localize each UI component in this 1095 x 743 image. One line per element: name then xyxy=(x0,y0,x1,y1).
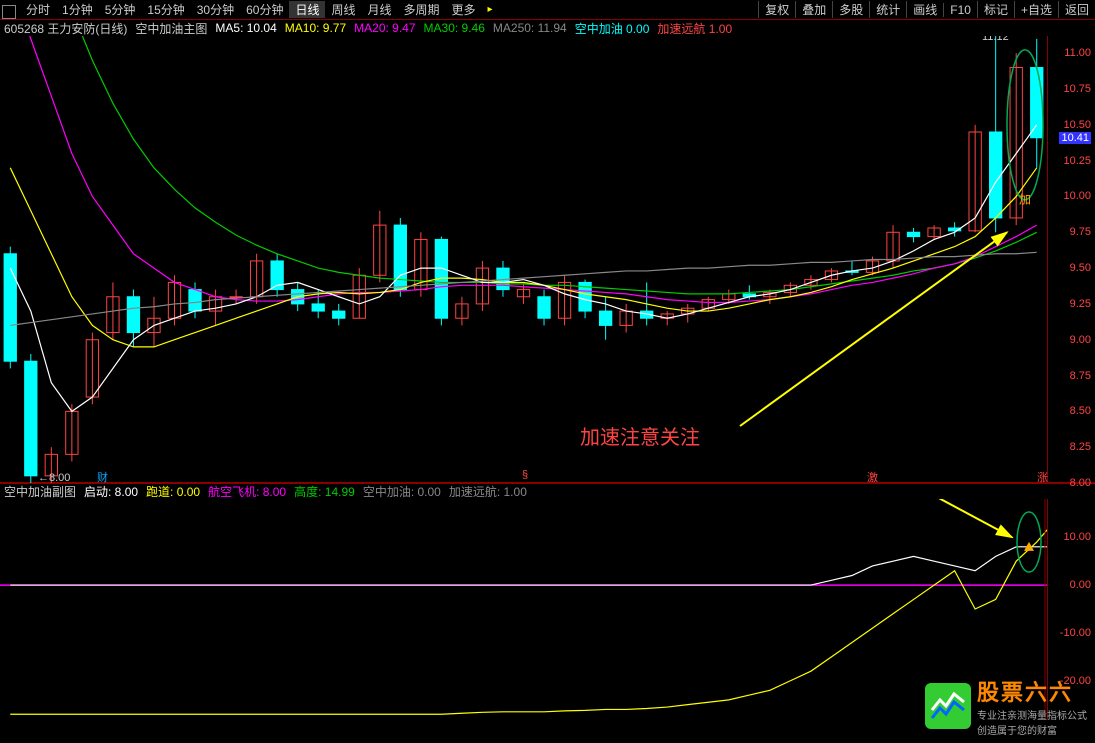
btn-返回[interactable]: 返回 xyxy=(1058,1,1095,18)
marker: 财 xyxy=(95,469,110,485)
marker: 涨 xyxy=(1035,469,1050,485)
sub-ytick: 10.00 xyxy=(1063,531,1091,543)
ytick: 9.75 xyxy=(1070,226,1091,238)
more-arrow-icon[interactable]: ▸ xyxy=(482,4,499,15)
sub-ytick: -10.00 xyxy=(1060,627,1091,639)
logo-area: 股票六六 专业注亲测海量指标公式 创造属于您的财富 xyxy=(925,675,1087,737)
ytick: 8.25 xyxy=(1070,441,1091,453)
btn-统计[interactable]: 统计 xyxy=(869,1,906,18)
tab-15分钟[interactable]: 15分钟 xyxy=(141,1,190,18)
tab-周线[interactable]: 周线 xyxy=(325,1,361,18)
logo-title: 股票六六 xyxy=(977,675,1087,707)
menu-icon[interactable] xyxy=(2,5,16,19)
time-toolbar: 分时1分钟5分钟15分钟30分钟60分钟日线周线月线多周期更多▸ 复权叠加多股统… xyxy=(0,0,1095,20)
btn-+自选[interactable]: +自选 xyxy=(1014,1,1058,18)
time-tabs: 分时1分钟5分钟15分钟30分钟60分钟日线周线月线多周期更多▸ xyxy=(0,0,499,19)
btn-F10[interactable]: F10 xyxy=(943,3,977,17)
tab-60分钟[interactable]: 60分钟 xyxy=(240,1,289,18)
btn-复权[interactable]: 复权 xyxy=(758,1,795,18)
tab-1分钟[interactable]: 1分钟 xyxy=(56,1,99,18)
ytick: 8.00 xyxy=(1070,477,1091,489)
current-price: 10.41 xyxy=(1059,132,1091,144)
ytick: 10.50 xyxy=(1063,119,1091,131)
toolbar-right: 复权叠加多股统计画线F10标记+自选返回 xyxy=(758,0,1095,19)
main-chart[interactable]: 加11.12←8.00 加速注意关注 8.008.258.508.759.009… xyxy=(0,36,1095,483)
marker: § xyxy=(520,469,530,481)
ytick: 10.25 xyxy=(1063,155,1091,167)
logo-sub2: 创造属于您的财富 xyxy=(977,722,1087,737)
sub-ytick: 0.00 xyxy=(1070,579,1091,591)
svg-text:加: 加 xyxy=(1019,193,1031,207)
btn-多股[interactable]: 多股 xyxy=(832,1,869,18)
btn-标记[interactable]: 标记 xyxy=(977,1,1014,18)
tab-更多[interactable]: 更多 xyxy=(446,1,482,18)
tab-30分钟[interactable]: 30分钟 xyxy=(191,1,240,18)
ytick: 10.00 xyxy=(1063,190,1091,202)
logo-sub1: 专业注亲测海量指标公式 xyxy=(977,707,1087,722)
tab-多周期[interactable]: 多周期 xyxy=(398,1,446,18)
ytick: 8.75 xyxy=(1070,370,1091,382)
svg-text:11.12: 11.12 xyxy=(982,36,1009,43)
btn-叠加[interactable]: 叠加 xyxy=(795,1,832,18)
marker: 激 xyxy=(865,469,880,485)
tab-5分钟[interactable]: 5分钟 xyxy=(99,1,142,18)
logo-text: 股票六六 专业注亲测海量指标公式 创造属于您的财富 xyxy=(977,675,1087,737)
tab-分时[interactable]: 分时 xyxy=(20,1,56,18)
ytick: 9.25 xyxy=(1070,298,1091,310)
sub-info-bar: 空中加油副图启动: 8.00跑道: 0.00航空飞机: 8.00高度: 14.9… xyxy=(0,483,1095,499)
main-info-bar: 605268 王力安防(日线)空中加油主图MA5: 10.04MA10: 9.7… xyxy=(0,20,1095,36)
ytick: 9.50 xyxy=(1070,262,1091,274)
ytick: 11.00 xyxy=(1064,47,1091,59)
tab-日线[interactable]: 日线 xyxy=(289,1,325,18)
svg-text:←8.00: ←8.00 xyxy=(38,472,70,483)
ytick: 8.50 xyxy=(1070,405,1091,417)
logo-icon xyxy=(925,683,971,729)
main-y-axis: 8.008.258.508.759.009.259.509.7510.0010.… xyxy=(1047,36,1095,482)
btn-画线[interactable]: 画线 xyxy=(906,1,943,18)
ytick: 10.75 xyxy=(1063,83,1091,95)
annotation-text: 加速注意关注 xyxy=(580,421,700,450)
ytick: 9.00 xyxy=(1070,334,1091,346)
tab-月线[interactable]: 月线 xyxy=(362,1,398,18)
